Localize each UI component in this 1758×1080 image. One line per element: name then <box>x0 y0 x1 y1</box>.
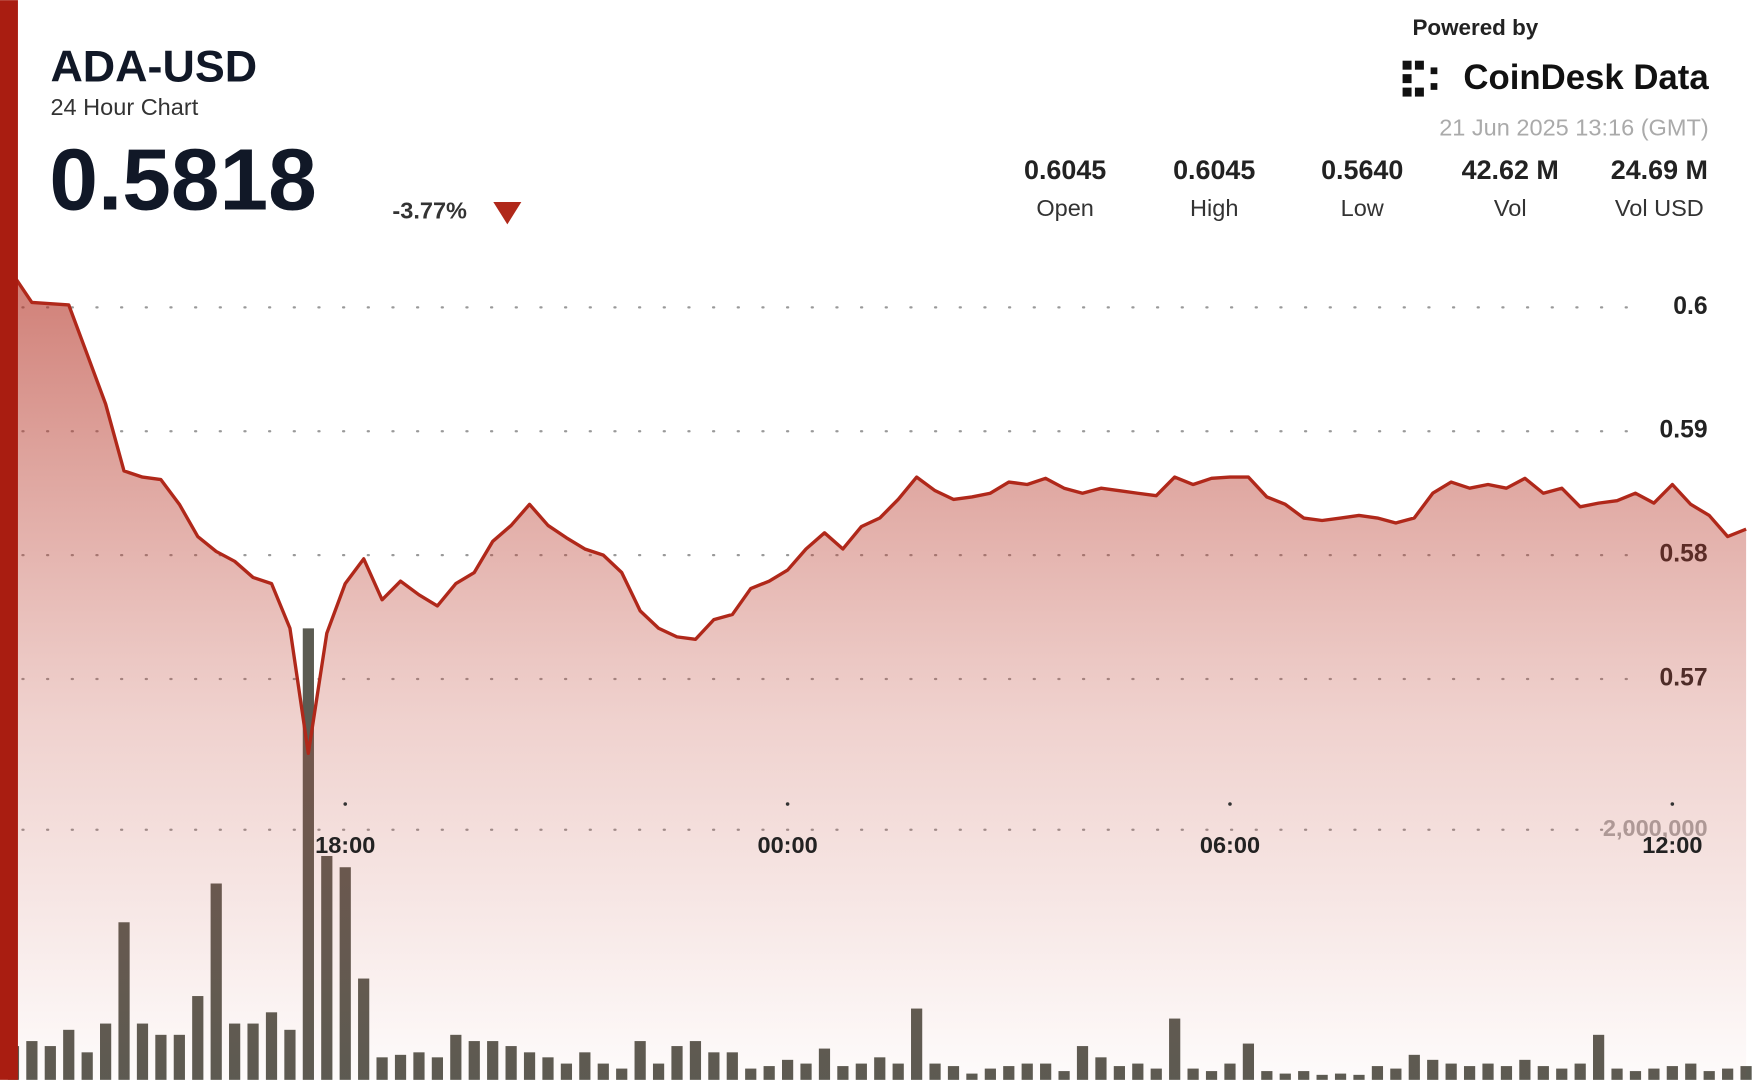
x-tick-label: 00:00 <box>758 832 818 858</box>
stat-label: Vol USD <box>1615 195 1704 221</box>
down-arrow <box>493 201 522 225</box>
x-tick-mark <box>343 802 348 806</box>
current-price: 0.5818 <box>49 130 316 228</box>
x-tick-mark <box>1228 802 1232 806</box>
x-tick-mark <box>785 802 790 806</box>
timestamp: 21 Jun 2025 13:16 (GMT) <box>1439 114 1708 140</box>
chart-subtitle: 24 Hour Chart <box>50 94 198 120</box>
stat-value: 24.69 M <box>1611 155 1708 185</box>
price-line <box>12 274 1747 756</box>
plot-area: 0.570.580.590.62,000,00018:0000:0006:001… <box>7 274 1752 1080</box>
price-area <box>13 275 1747 1080</box>
price-change: -3.77% <box>392 197 467 223</box>
stat-value: 0.5640 <box>1321 155 1403 185</box>
x-tick-mark <box>1670 802 1675 806</box>
y-tick-label: 0.59 <box>1660 417 1708 444</box>
stat-label: Vol <box>1494 195 1527 221</box>
x-tick-label: 06:00 <box>1200 832 1260 858</box>
x-tick-label: 12:00 <box>1642 832 1702 858</box>
stats: 0.6045 Open 0.6045 High 0.5640 Low 42.62 M Vol 2… <box>1024 155 1708 221</box>
stat-label: High <box>1190 195 1238 221</box>
y-tick-label: 0.6 <box>1673 293 1707 320</box>
brand-logo <box>1402 60 1438 97</box>
brand-name: CoinDesk Data <box>1463 59 1709 97</box>
powered-by: Powered by <box>1412 15 1538 40</box>
accent-bar <box>0 0 18 1080</box>
x-tick-label: 18:00 <box>315 832 375 858</box>
stat-value: 0.6045 <box>1024 155 1106 185</box>
chart-title: ADA-USD <box>50 41 257 92</box>
stat-label: Open <box>1036 195 1094 221</box>
stat-label: Low <box>1341 195 1385 221</box>
stat-value: 0.6045 <box>1173 155 1255 185</box>
stat-value: 42.62 M <box>1462 155 1559 185</box>
